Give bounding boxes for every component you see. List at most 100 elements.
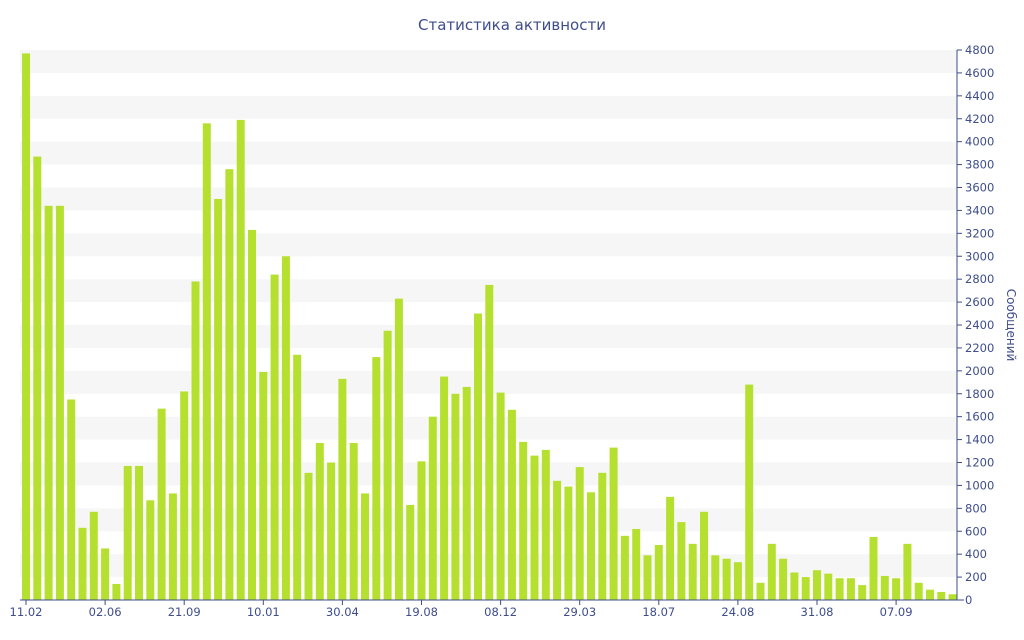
bar <box>903 543 912 600</box>
bar <box>361 493 369 600</box>
bar <box>756 582 765 600</box>
bar <box>417 461 426 600</box>
bar <box>428 416 437 600</box>
y-tick-label: 1400 <box>965 433 994 447</box>
bar <box>33 156 42 600</box>
bar <box>462 386 471 601</box>
bar <box>214 198 223 600</box>
bar <box>236 119 245 601</box>
x-tick-label: 31.08 <box>801 605 834 619</box>
bar <box>55 205 64 600</box>
bar <box>383 330 392 600</box>
x-tick-label: 18.07 <box>642 605 675 619</box>
bar <box>394 298 403 600</box>
bar <box>937 591 946 600</box>
y-tick-label: 4800 <box>965 43 994 57</box>
bar <box>835 578 844 600</box>
bar <box>135 465 143 600</box>
y-tick-label: 4000 <box>965 135 994 149</box>
bar <box>440 376 449 600</box>
bar <box>451 393 460 600</box>
grid-band <box>20 141 957 165</box>
y-tick-label: 1800 <box>965 387 994 401</box>
bar <box>666 496 675 601</box>
bar <box>519 441 528 601</box>
bar <box>745 384 754 600</box>
bar <box>180 391 189 600</box>
bar <box>338 378 347 600</box>
bar <box>914 582 923 600</box>
bar <box>225 169 234 601</box>
y-tick-label: 2400 <box>965 318 994 332</box>
bar <box>767 543 776 600</box>
bar <box>327 462 336 600</box>
y-tick-label: 1000 <box>965 478 994 492</box>
bar <box>643 555 652 600</box>
x-tick-label: 24.08 <box>721 605 754 619</box>
bar <box>281 256 290 600</box>
bar <box>779 558 788 600</box>
bars-group <box>22 53 957 601</box>
x-tick-label: 11.02 <box>10 605 43 619</box>
bar <box>609 447 618 600</box>
bar <box>44 205 53 600</box>
bar <box>293 354 302 600</box>
y-tick-label: 800 <box>965 501 987 515</box>
y-axis-label: Сообщений <box>1004 289 1018 362</box>
bar <box>587 492 595 600</box>
bar <box>541 449 550 600</box>
x-tick-label: 19.08 <box>405 605 438 619</box>
y-tick-label: 4400 <box>965 89 994 103</box>
bar <box>112 583 121 600</box>
bar <box>202 123 211 600</box>
bar <box>926 589 934 600</box>
bar <box>406 504 415 600</box>
bar <box>575 467 584 600</box>
grid-band <box>20 233 957 257</box>
bar <box>474 313 482 600</box>
x-tick-label: 29.03 <box>563 605 596 619</box>
y-tick-label: 400 <box>965 547 987 561</box>
bar <box>813 570 821 600</box>
bar <box>530 455 539 601</box>
bar <box>553 480 562 600</box>
y-tick-label: 3200 <box>965 226 994 240</box>
x-tick-label: 21.09 <box>168 605 201 619</box>
bar <box>485 284 494 600</box>
x-axis-ticks: 11.02 02.06 21.09 10.01 30.04 19.08 08.12 29.03… <box>10 600 913 619</box>
bar <box>598 472 607 600</box>
bar <box>101 548 110 600</box>
bar <box>372 357 381 600</box>
bar <box>688 543 697 600</box>
bar <box>711 555 720 600</box>
bar <box>507 409 516 600</box>
bar <box>78 527 87 600</box>
grid-band <box>20 95 957 119</box>
y-tick-label: 0 <box>965 593 972 607</box>
bar <box>790 572 799 600</box>
chart-title: Статистика активности <box>418 16 606 34</box>
bar <box>620 535 629 600</box>
bar <box>67 399 76 600</box>
bar <box>846 578 855 600</box>
bar <box>722 558 731 600</box>
bar <box>304 472 313 600</box>
bar <box>259 371 268 600</box>
bar <box>869 536 878 600</box>
bar <box>22 53 30 600</box>
bar <box>168 493 177 600</box>
y-axis-ticks: 0 200 400 600 800 1000 1200 1400 1600 1800 2000 220… <box>957 43 994 607</box>
x-tick-label: 02.06 <box>89 605 122 619</box>
grid-band <box>20 187 957 211</box>
bar <box>892 578 901 600</box>
bar <box>880 575 889 600</box>
y-tick-label: 4600 <box>965 66 994 80</box>
bar <box>315 443 324 600</box>
y-tick-label: 3000 <box>965 249 994 263</box>
bar <box>733 562 742 600</box>
bar <box>858 585 867 600</box>
bar <box>700 511 708 600</box>
bar <box>89 511 98 600</box>
y-tick-label: 2600 <box>965 295 994 309</box>
bar <box>824 573 833 600</box>
